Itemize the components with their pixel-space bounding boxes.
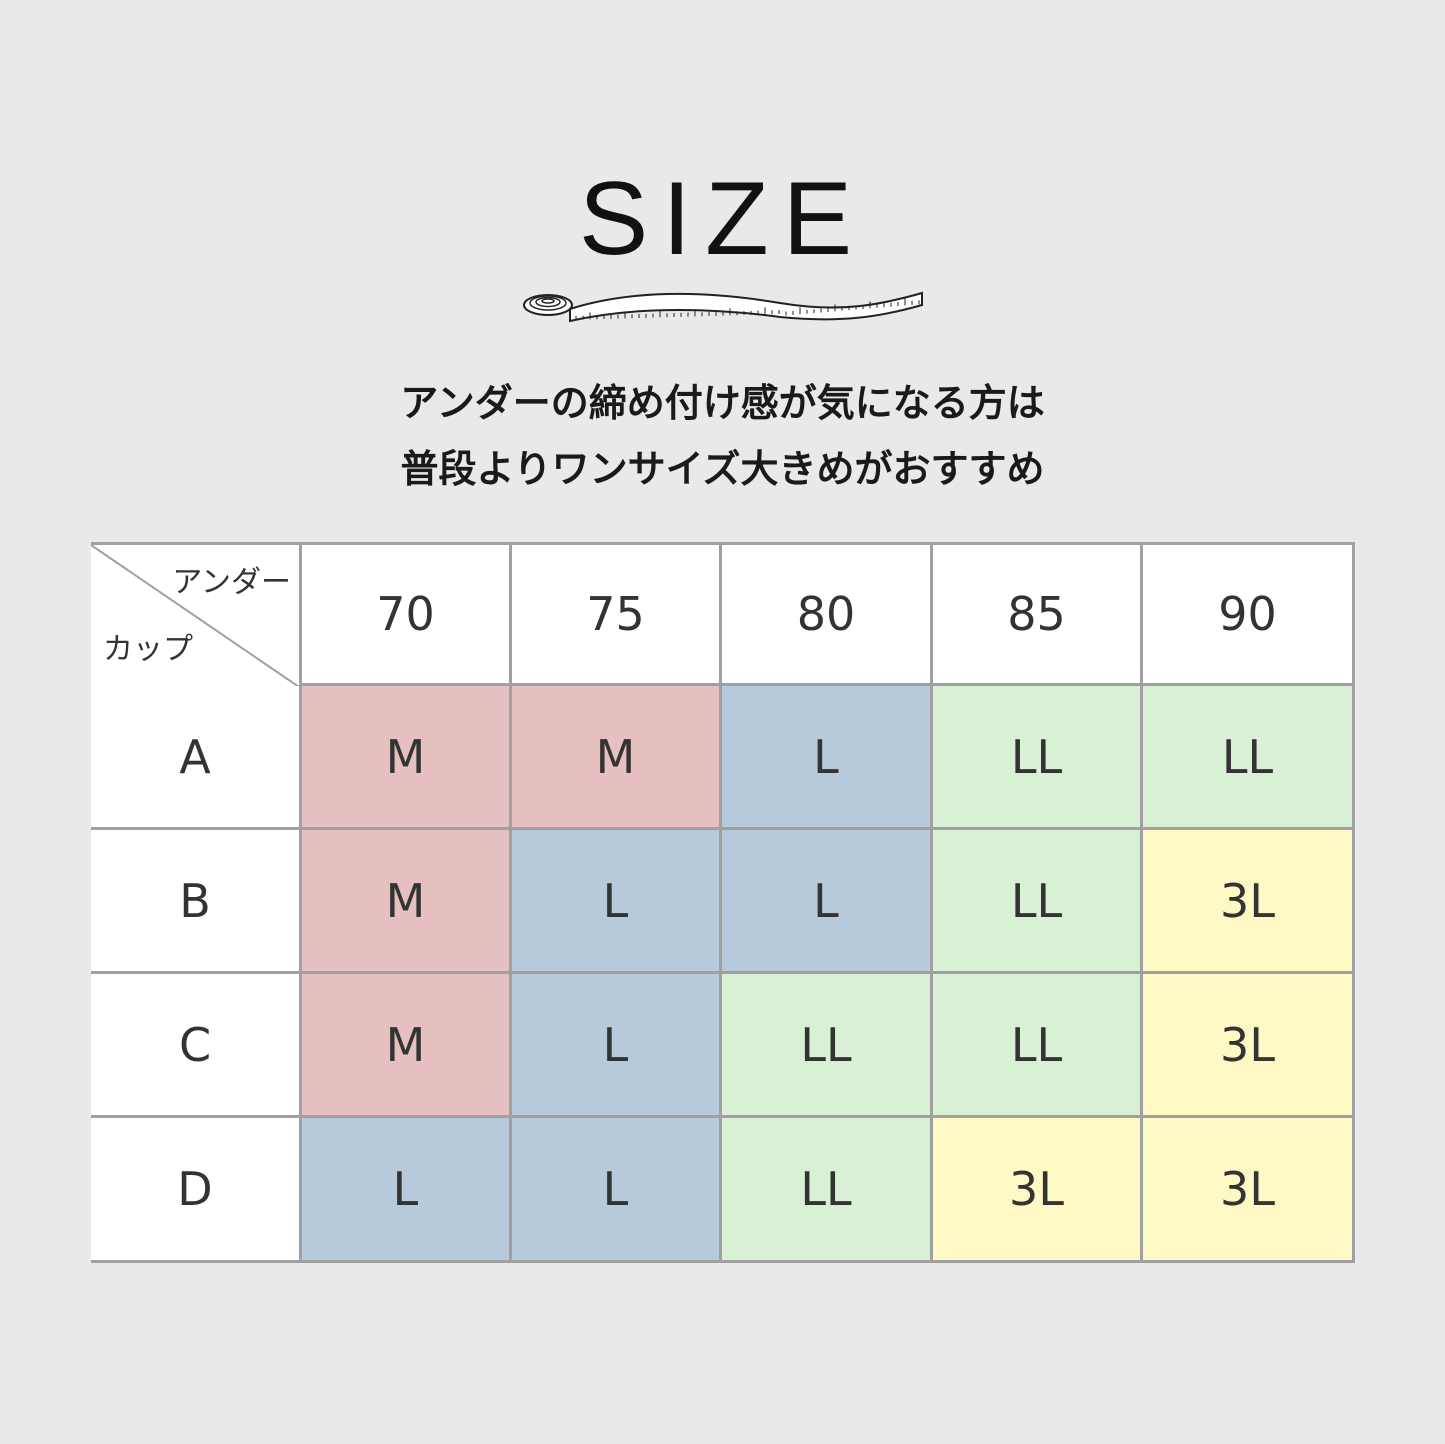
column-header-under-85: 85 xyxy=(933,545,1143,686)
cup-label: カップ xyxy=(103,632,193,667)
size-cell: L xyxy=(512,1118,722,1263)
size-cell: 3L xyxy=(1143,974,1355,1118)
column-header-under-70: 70 xyxy=(302,545,512,686)
page-title: SIZE xyxy=(578,161,867,277)
size-cell: L xyxy=(302,1118,512,1263)
size-cell: LL xyxy=(933,830,1143,974)
diagonal-divider xyxy=(91,545,302,689)
column-header-under-90: 90 xyxy=(1143,545,1355,686)
under-label: アンダー xyxy=(172,565,291,600)
size-cell: LL xyxy=(722,974,933,1118)
corner-header: アンダー カップ xyxy=(91,545,302,689)
size-cell: L xyxy=(722,830,933,974)
size-cell: M xyxy=(302,974,512,1118)
size-cell: L xyxy=(512,974,722,1118)
size-cell: M xyxy=(302,830,512,974)
size-cell: LL xyxy=(933,686,1143,830)
lead-line-1: アンダーの締め付け感が気になる方は xyxy=(400,381,1045,425)
size-cell: L xyxy=(722,686,933,830)
size-cell: LL xyxy=(1143,686,1355,830)
row-header-cup-A: A xyxy=(91,686,302,830)
column-header-under-80: 80 xyxy=(722,545,933,686)
size-cell: 3L xyxy=(1143,1118,1355,1263)
size-cell: L xyxy=(512,830,722,974)
row-header-cup-B: B xyxy=(91,830,302,974)
column-header-under-75: 75 xyxy=(512,545,722,686)
size-cell: 3L xyxy=(933,1118,1143,1263)
row-header-cup-C: C xyxy=(91,974,302,1118)
lead-line-2: 普段よりワンサイズ大きめがおすすめ xyxy=(400,447,1045,491)
size-cell: 3L xyxy=(1143,830,1355,974)
size-cell: LL xyxy=(722,1118,933,1263)
measuring-tape-icon xyxy=(523,291,923,323)
row-header-cup-D: D xyxy=(91,1118,302,1263)
size-cell: LL xyxy=(933,974,1143,1118)
size-cell: M xyxy=(512,686,722,830)
size-cell: M xyxy=(302,686,512,830)
size-table: アンダー カップ 70 75 80 85 90 A M M L LL LL B M L L LL 3L C M L LL… xyxy=(91,542,1355,1263)
